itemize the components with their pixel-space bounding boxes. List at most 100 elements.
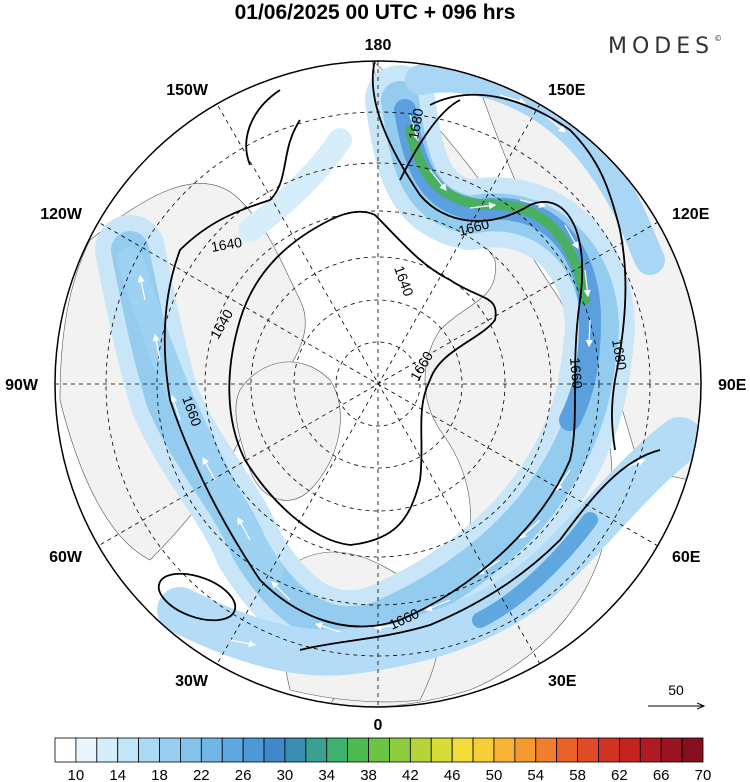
lon-label-90e: 90E (718, 377, 747, 394)
colorbar-swatch (493, 737, 516, 763)
colorbar-tick-label: 38 (360, 767, 377, 782)
colorbar-swatch (263, 737, 286, 763)
colorbar-swatch (54, 737, 77, 763)
contour-label: 1660 (567, 357, 586, 390)
colorbar-tick-label: 62 (611, 767, 628, 782)
colorbar-tick-label: 42 (402, 767, 419, 782)
brand-logo: MODES© (608, 34, 722, 59)
colorbar-swatch (347, 737, 369, 763)
reference-vector-label: 50 (668, 682, 684, 698)
colorbar-swatch (75, 737, 98, 763)
colorbar-swatch (681, 737, 704, 763)
lon-label-0: 0 (374, 717, 383, 734)
colorbar-swatch (117, 737, 140, 763)
wind-vector (314, 622, 341, 633)
wind-vector (237, 516, 251, 541)
colorbar-swatch (660, 737, 683, 763)
meridian-120e-60w (97, 221, 659, 547)
map-title: 01/06/2025 00 UTC + 096 hrs (234, 1, 516, 24)
wind-vector (519, 519, 541, 539)
geopotential-contours (157, 61, 661, 651)
wind-vector (544, 114, 566, 133)
colorbar-swatch (368, 737, 390, 763)
lon-label-120e: 120E (672, 206, 710, 223)
colorbar-swatch (409, 737, 432, 763)
colorbar-tick-label: 34 (318, 767, 335, 782)
jet-pacific-north (238, 128, 352, 242)
closed-low-contour (157, 572, 237, 622)
colorbar-swatch (598, 737, 620, 763)
wind-vector (469, 202, 497, 210)
wind-vector (424, 599, 451, 612)
colorbar-swatch (535, 737, 558, 763)
colorbar-tick-label: 46 (444, 767, 461, 782)
contour-label: 1660 (457, 215, 491, 239)
wind-vector (583, 269, 591, 298)
lon-label-120w: 120W (40, 206, 83, 223)
brand-name: MODES (608, 34, 715, 59)
colorbar-swatch (514, 737, 537, 763)
reference-vector: 50 (648, 682, 704, 706)
lon-label-90w: 90W (5, 377, 39, 394)
colorbar-swatch (138, 737, 160, 763)
map-border (54, 60, 702, 708)
jet-atlantic-core (472, 512, 598, 628)
colorbar-swatch (451, 737, 474, 763)
colorbar-tick-label: 10 (68, 767, 85, 782)
lon-label-180: 180 (365, 37, 392, 54)
wind-vector (170, 394, 181, 421)
colorbar-tick-label: 14 (109, 767, 126, 782)
jet-north-america (117, 247, 283, 583)
contour-1660-west (245, 89, 281, 166)
contour-1680 (429, 94, 627, 451)
wind-vector (271, 581, 291, 601)
wind-vector (409, 114, 420, 142)
contour-label: 1680 (405, 107, 426, 141)
lat-circle-70 (293, 299, 463, 469)
contour-1680-north (399, 99, 461, 181)
colorbar-swatch (159, 737, 181, 763)
contour-1660 (163, 61, 584, 628)
wind-vector (449, 93, 478, 101)
contour-1640 (228, 210, 497, 546)
colorbar-swatch (618, 737, 641, 763)
colorbar-swatch (639, 737, 662, 763)
jet-atlantic-band (157, 417, 701, 676)
colorbar-swatch (430, 737, 453, 763)
contour-label: 1640 (210, 234, 244, 255)
wind-vector (499, 94, 527, 105)
wind-vector (152, 333, 161, 361)
wind-vector (373, 623, 401, 631)
colorbar-swatch (242, 737, 265, 763)
colorbar-swatch (96, 737, 119, 763)
meridian-150e-30w (216, 103, 541, 665)
wind-vector (229, 639, 257, 648)
lon-label-60w: 60W (49, 549, 83, 566)
colorbar-tick-label: 22 (193, 767, 210, 782)
lon-label-150e: 150E (548, 82, 586, 99)
colorbar-tick-label: 54 (527, 767, 544, 782)
wind-vector (585, 319, 593, 348)
wind-vector (429, 169, 447, 191)
lon-label-60e: 60E (672, 549, 701, 566)
colorbar-tick-label: 30 (277, 767, 294, 782)
wind-vector (137, 274, 146, 301)
colorbar: 10 14 18 22 26 30 34 38 42 46 50 54 58 62 66 70 (54, 737, 712, 782)
colorbar-swatch (221, 737, 244, 763)
colorbar-tick-label: 66 (653, 767, 670, 782)
colorbar-swatches (54, 737, 704, 763)
colorbar-swatch (305, 737, 328, 763)
colorbar-tick-labels: 10 14 18 22 26 30 34 38 42 46 50 54 58 62 66 70 (68, 767, 712, 782)
colorbar-swatch (284, 737, 307, 763)
brand-mark: © (714, 33, 723, 43)
colorbar-swatch (577, 737, 599, 763)
colorbar-swatch (556, 737, 578, 763)
wind-vector (519, 199, 547, 209)
colorbar-tick-label: 50 (486, 767, 503, 782)
colorbar-tick-label: 58 (569, 767, 586, 782)
greenland-land (235, 361, 341, 501)
colorbar-swatch (472, 737, 495, 763)
contour-1660-south (299, 449, 661, 651)
wind-vector (202, 456, 216, 481)
